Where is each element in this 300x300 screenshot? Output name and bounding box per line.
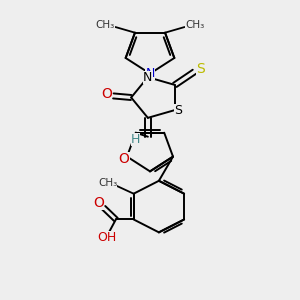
Text: S: S xyxy=(196,61,205,76)
Text: N: N xyxy=(143,71,152,84)
Text: S: S xyxy=(174,103,182,117)
Text: O: O xyxy=(93,196,104,210)
Text: O: O xyxy=(119,152,130,166)
Text: CH₃: CH₃ xyxy=(185,20,204,29)
Text: OH: OH xyxy=(98,231,117,244)
Text: CH₃: CH₃ xyxy=(96,20,115,29)
Text: CH₃: CH₃ xyxy=(98,178,117,188)
Text: N: N xyxy=(145,67,155,80)
Text: O: O xyxy=(101,87,112,101)
Text: H: H xyxy=(131,133,140,146)
